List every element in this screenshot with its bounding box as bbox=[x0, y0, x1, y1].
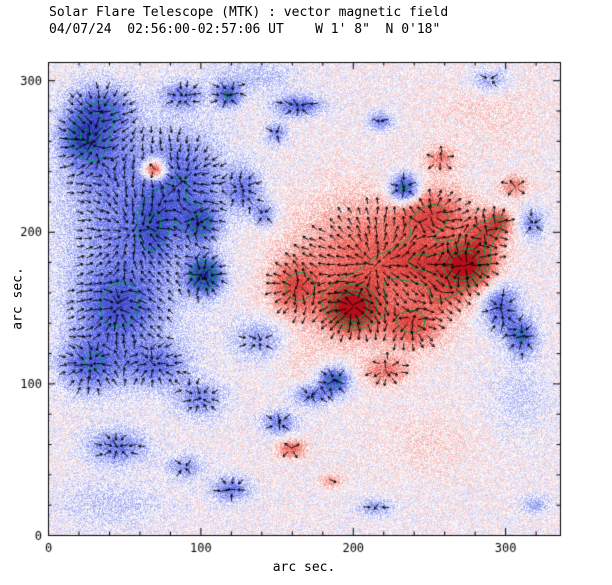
y-axis-label: arc sec. bbox=[10, 267, 26, 330]
x-axis-label: arc sec. bbox=[272, 560, 336, 575]
plot-title: Solar Flare Telescope (MTK) : vector mag… bbox=[49, 5, 449, 20]
plot-subtitle: 04/07/24 02:56:00-02:57:06 UT W 1' 8" N … bbox=[49, 22, 441, 37]
